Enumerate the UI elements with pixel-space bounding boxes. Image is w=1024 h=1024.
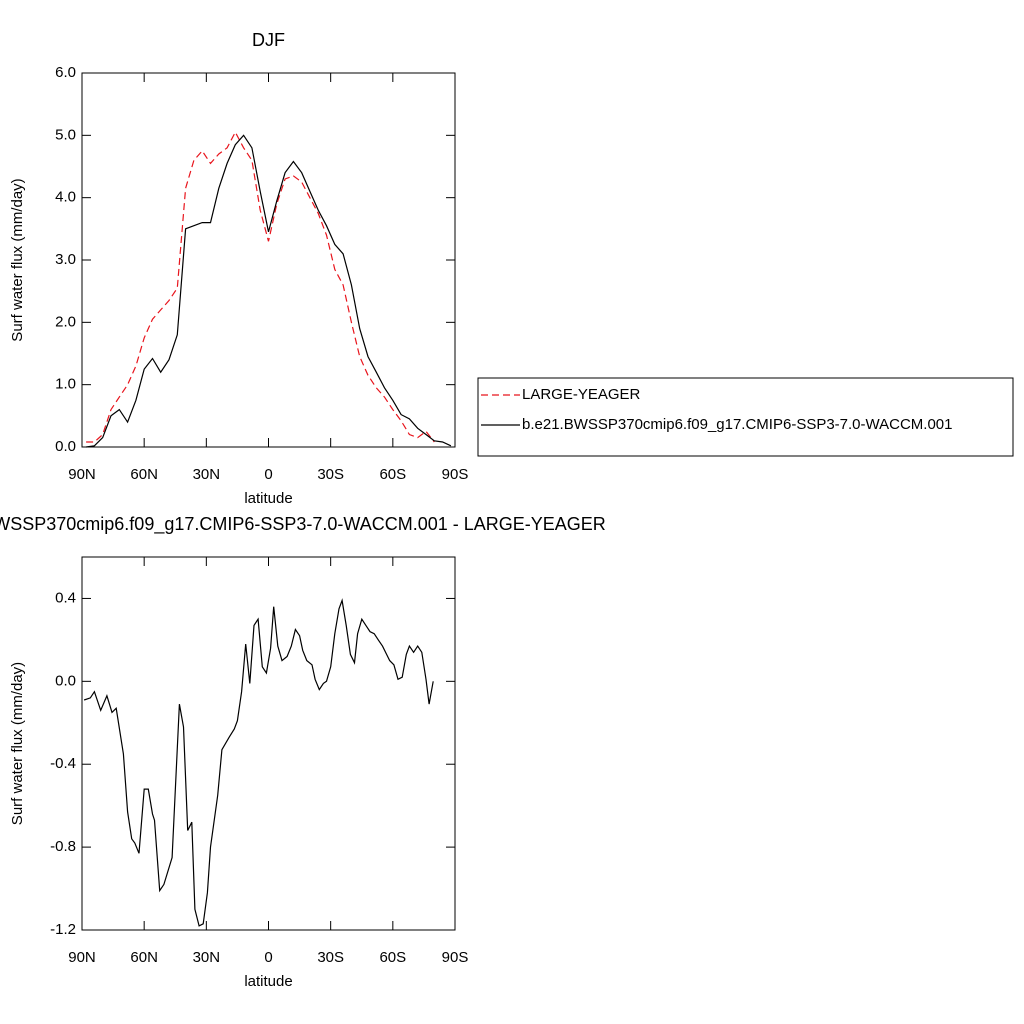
x-tick-label: 90N <box>68 949 96 966</box>
x-axis-label: latitude <box>244 490 292 507</box>
x-tick-label: 60N <box>130 949 158 966</box>
x-tick-label: 90S <box>442 949 469 966</box>
x-axis-label: latitude <box>244 973 292 990</box>
data-line <box>86 134 452 448</box>
y-tick-label: 3.0 <box>55 251 76 268</box>
y-tick-label: -0.4 <box>50 755 76 772</box>
y-tick-label: 4.0 <box>55 189 76 206</box>
x-tick-label: 30N <box>193 466 221 483</box>
data-line <box>86 130 435 443</box>
x-tick-label: 0 <box>264 466 272 483</box>
chart-title: DJF <box>252 30 285 50</box>
y-tick-label: -0.8 <box>50 838 76 855</box>
y-tick-label: 5.0 <box>55 126 76 143</box>
x-tick-label: 30N <box>193 949 221 966</box>
y-tick-label: 0.4 <box>55 589 76 606</box>
data-line <box>83 598 434 927</box>
y-tick-label: 6.0 <box>55 64 76 81</box>
y-axis-label: Surf water flux (mm/day) <box>9 662 26 825</box>
y-tick-label: 0.0 <box>55 438 76 455</box>
x-tick-label: 0 <box>264 949 272 966</box>
x-tick-label: 30S <box>317 466 344 483</box>
x-tick-label: 90N <box>68 466 96 483</box>
x-tick-label: 90S <box>442 466 469 483</box>
x-tick-label: 60N <box>130 466 158 483</box>
y-tick-label: 0.0 <box>55 672 76 689</box>
chart-title: b.e21.BWSSP370cmip6.f09_g17.CMIP6-SSP3-7… <box>0 514 606 535</box>
legend-label: b.e21.BWSSP370cmip6.f09_g17.CMIP6-SSP3-7… <box>522 416 952 433</box>
x-tick-label: 60S <box>379 466 406 483</box>
legend-label: LARGE-YEAGER <box>522 386 641 403</box>
y-axis-label: Surf water flux (mm/day) <box>9 178 26 341</box>
plot-frame <box>81 556 456 931</box>
y-tick-label: 2.0 <box>55 313 76 330</box>
legend-box <box>477 377 1014 457</box>
x-tick-label: 30S <box>317 949 344 966</box>
x-tick-label: 60S <box>379 949 406 966</box>
y-tick-label: 1.0 <box>55 376 76 393</box>
y-tick-label: -1.2 <box>50 921 76 938</box>
